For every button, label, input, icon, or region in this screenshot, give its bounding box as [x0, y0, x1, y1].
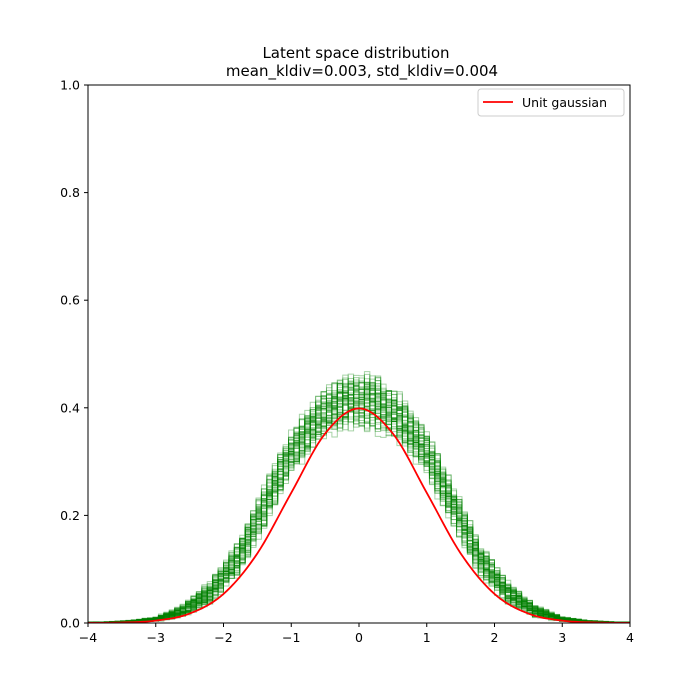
x-tick-label: 3 — [558, 630, 566, 645]
latent-histogram-3 — [88, 385, 630, 623]
latent-histogram-56 — [88, 390, 630, 623]
x-tick-label: −3 — [147, 630, 165, 645]
latent-histogram-14 — [88, 386, 630, 623]
latent-histogram-50 — [88, 409, 630, 623]
latent-histogram-16 — [88, 399, 630, 623]
chart-subtitle: mean_kldiv=0.003, std_kldiv=0.004 — [226, 62, 498, 81]
latent-histogram-13 — [88, 398, 630, 623]
x-tick-label: 4 — [626, 630, 634, 645]
x-tick-label: 1 — [423, 630, 431, 645]
latent-histogram-46 — [88, 380, 630, 623]
y-tick-label: 0.8 — [60, 185, 80, 200]
y-tick-label: 0.4 — [60, 400, 80, 415]
latent-histogram-54 — [88, 397, 630, 623]
latent-histogram-29 — [88, 373, 630, 623]
latent-histogram-55 — [88, 392, 630, 623]
plot-area — [88, 371, 630, 623]
x-tick-label: 2 — [491, 630, 499, 645]
latent-histogram-44 — [88, 398, 630, 623]
latent-histogram-57 — [88, 410, 630, 623]
latent-histogram-10 — [88, 389, 630, 623]
latent-histogram-59 — [88, 374, 630, 623]
plot-clip-group — [88, 371, 630, 623]
latent-histogram-49 — [88, 381, 630, 623]
latent-histogram-4 — [88, 373, 630, 623]
latent-histogram-23 — [88, 388, 630, 623]
unit-gaussian-line — [88, 407, 630, 623]
latent-histogram-38 — [88, 390, 630, 623]
latent-histogram-19 — [88, 397, 630, 623]
latent-histogram-7 — [88, 383, 630, 623]
latent-histogram-47 — [88, 378, 630, 623]
latent-histogram-28 — [88, 395, 630, 623]
latent-histogram-32 — [88, 383, 630, 623]
x-tick-label: 0 — [355, 630, 363, 645]
latent-histogram-52 — [88, 389, 630, 623]
latent-histogram-18 — [88, 384, 630, 623]
latent-histogram-17 — [88, 381, 630, 623]
latent-histogram-11 — [88, 397, 630, 623]
latent-histogram-21 — [88, 381, 630, 623]
x-tick-label: −1 — [282, 630, 300, 645]
latent-histogram-36 — [88, 413, 630, 623]
latent-histogram-5 — [88, 407, 630, 623]
latent-histogram-53 — [88, 401, 630, 623]
latent-histogram-45 — [88, 405, 630, 623]
latent-histogram-31 — [88, 393, 630, 623]
x-axis: −4 −3 −2 −1 0 1 2 3 4 — [79, 623, 634, 645]
axes-frame — [87, 84, 631, 624]
latent-histogram-33 — [88, 374, 630, 623]
latent-histogram-22 — [88, 389, 630, 623]
latent-histogram-26 — [88, 410, 630, 623]
legend-label-unit-gaussian: Unit gaussian — [522, 95, 607, 110]
y-tick-label: 0.2 — [60, 508, 80, 523]
x-tick-label: −2 — [214, 630, 232, 645]
latent-histogram-0 — [88, 390, 630, 623]
latent-histogram-40 — [88, 404, 630, 623]
chart-title: Latent space distribution — [262, 44, 449, 62]
latent-histogram-30 — [88, 375, 630, 623]
legend-box — [477, 88, 625, 117]
latent-histogram-43 — [88, 406, 630, 623]
latent-histogram-2 — [88, 396, 630, 623]
y-tick-label: 0.6 — [60, 293, 80, 308]
latent-histogram-8 — [88, 395, 630, 623]
y-tick-label: 0.0 — [60, 616, 80, 631]
y-tick-label: 1.0 — [60, 78, 80, 93]
latent-histogram-1 — [88, 385, 630, 623]
latent-histogram-9 — [88, 407, 630, 623]
latent-histogram-48 — [88, 382, 630, 623]
latent-histogram-24 — [88, 371, 630, 623]
latent-histogram-58 — [88, 392, 630, 623]
latent-histogram-27 — [88, 399, 630, 623]
legend: Unit gaussian — [477, 88, 625, 117]
latent-histogram-42 — [88, 408, 630, 623]
latent-histogram-37 — [88, 409, 630, 623]
latent-histogram-41 — [88, 382, 630, 623]
latent-histogram-20 — [88, 382, 630, 623]
latent-histogram-25 — [88, 397, 630, 623]
latent-histogram-6 — [88, 383, 630, 623]
latent-histogram-39 — [88, 382, 630, 623]
latent-histogram-34 — [88, 408, 630, 623]
latent-histogram-12 — [88, 400, 630, 623]
latent-histogram-35 — [88, 378, 630, 623]
latent-histograms — [88, 371, 630, 623]
latent-histogram-51 — [88, 378, 630, 623]
y-axis: 0.0 0.2 0.4 0.6 0.8 1.0 — [60, 78, 88, 631]
x-tick-label: −4 — [79, 630, 97, 645]
latent-histogram-15 — [88, 409, 630, 623]
